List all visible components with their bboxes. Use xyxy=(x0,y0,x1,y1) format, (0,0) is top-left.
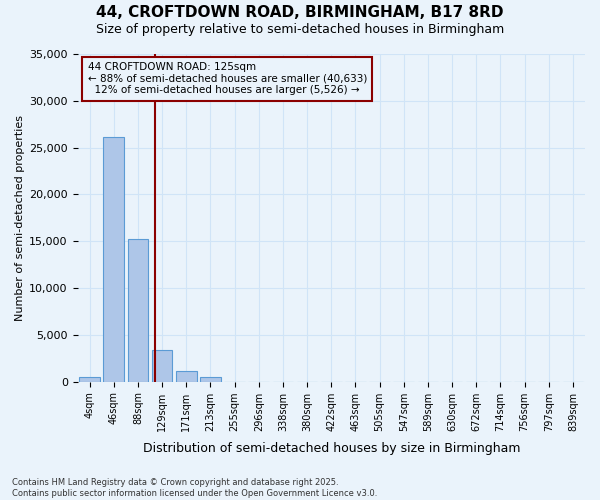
X-axis label: Distribution of semi-detached houses by size in Birmingham: Distribution of semi-detached houses by … xyxy=(143,442,520,455)
Y-axis label: Number of semi-detached properties: Number of semi-detached properties xyxy=(15,115,25,321)
Text: 44, CROFTDOWN ROAD, BIRMINGHAM, B17 8RD: 44, CROFTDOWN ROAD, BIRMINGHAM, B17 8RD xyxy=(96,5,504,20)
Text: 44 CROFTDOWN ROAD: 125sqm
← 88% of semi-detached houses are smaller (40,633)
  1: 44 CROFTDOWN ROAD: 125sqm ← 88% of semi-… xyxy=(88,62,367,96)
Bar xyxy=(200,377,221,382)
Bar xyxy=(79,377,100,382)
Bar xyxy=(128,240,148,382)
Text: Size of property relative to semi-detached houses in Birmingham: Size of property relative to semi-detach… xyxy=(96,22,504,36)
Bar xyxy=(176,371,197,382)
Text: Contains HM Land Registry data © Crown copyright and database right 2025.
Contai: Contains HM Land Registry data © Crown c… xyxy=(12,478,377,498)
Bar xyxy=(103,138,124,382)
Bar xyxy=(152,350,172,382)
